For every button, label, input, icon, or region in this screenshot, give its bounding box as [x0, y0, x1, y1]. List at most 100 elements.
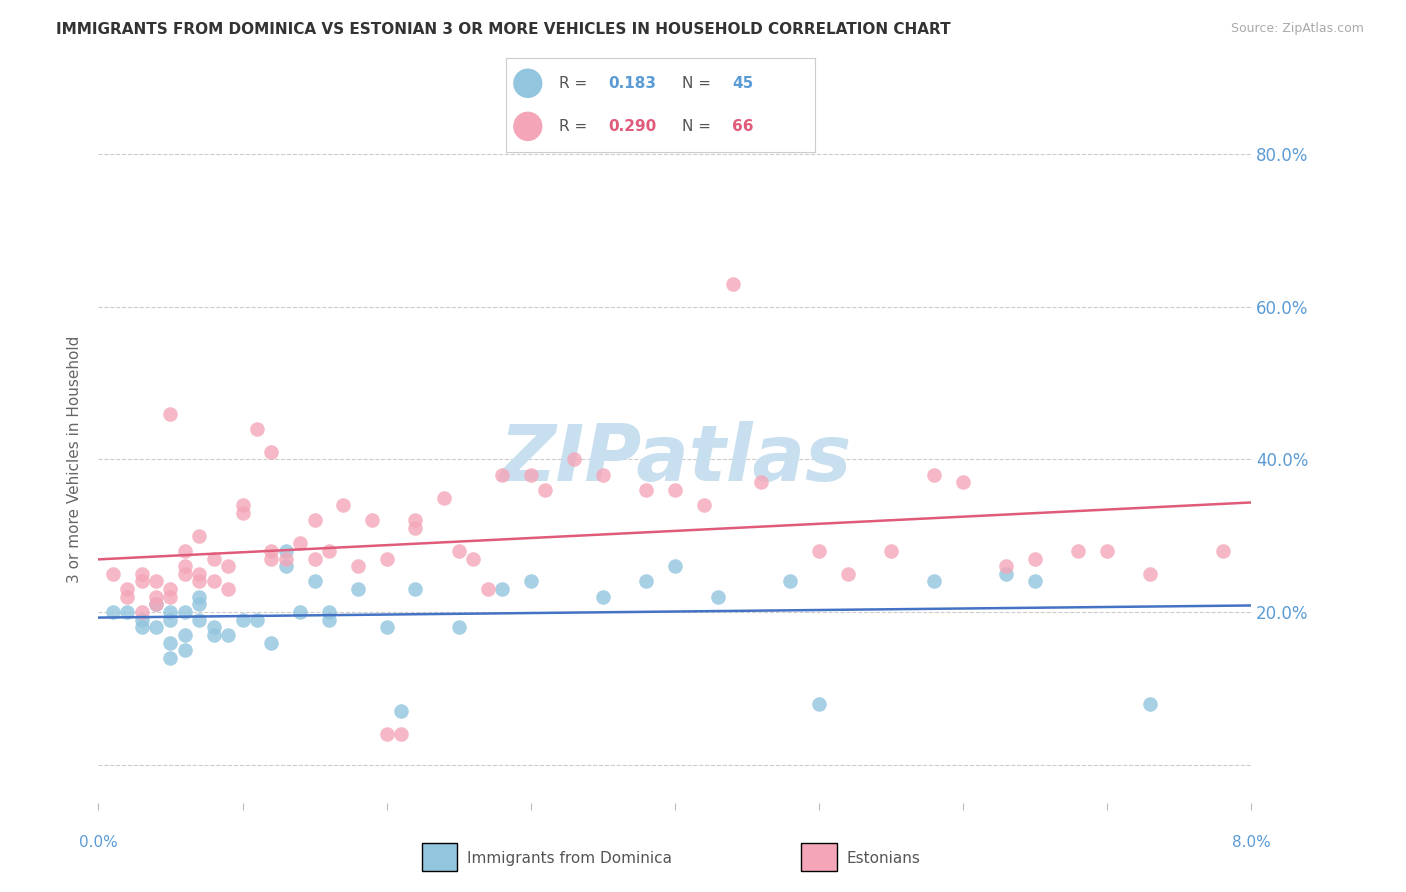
- Point: [131, 613, 153, 627]
- Point: [375, 620, 398, 634]
- Point: [1139, 566, 1161, 581]
- Text: N =: N =: [682, 76, 716, 91]
- Point: [491, 582, 513, 596]
- Point: [117, 590, 139, 604]
- Point: [159, 635, 181, 649]
- Point: [1211, 544, 1234, 558]
- Point: [318, 544, 340, 558]
- Point: [304, 513, 326, 527]
- Point: [188, 529, 211, 543]
- Point: [636, 574, 658, 589]
- Point: [231, 613, 254, 627]
- Point: [361, 513, 384, 527]
- Point: [664, 559, 686, 574]
- Point: [231, 498, 254, 512]
- Point: [260, 444, 283, 458]
- Point: [346, 559, 368, 574]
- Point: [304, 574, 326, 589]
- Point: [1024, 574, 1046, 589]
- Point: [274, 559, 297, 574]
- Point: [188, 613, 211, 627]
- Point: [246, 613, 269, 627]
- Point: [592, 467, 614, 482]
- Ellipse shape: [513, 70, 541, 97]
- Point: [145, 590, 167, 604]
- Point: [1067, 544, 1090, 558]
- Point: [751, 475, 773, 490]
- Point: [159, 407, 181, 421]
- Point: [721, 277, 744, 291]
- Point: [304, 551, 326, 566]
- Point: [188, 598, 211, 612]
- Point: [592, 590, 614, 604]
- Text: 66: 66: [733, 119, 754, 134]
- Point: [131, 620, 153, 634]
- Point: [202, 574, 225, 589]
- Point: [159, 590, 181, 604]
- Point: [779, 574, 801, 589]
- Point: [174, 605, 197, 619]
- Point: [188, 574, 211, 589]
- Text: 0.290: 0.290: [609, 119, 657, 134]
- Point: [260, 551, 283, 566]
- Point: [131, 574, 153, 589]
- Point: [405, 513, 427, 527]
- Point: [461, 551, 484, 566]
- Point: [995, 559, 1018, 574]
- Text: 8.0%: 8.0%: [1232, 836, 1271, 850]
- Point: [318, 613, 340, 627]
- Point: [995, 566, 1018, 581]
- Point: [433, 491, 456, 505]
- Point: [1139, 697, 1161, 711]
- Point: [131, 605, 153, 619]
- Point: [375, 727, 398, 741]
- Point: [202, 628, 225, 642]
- Point: [117, 605, 139, 619]
- Point: [1097, 544, 1119, 558]
- Point: [837, 566, 859, 581]
- Point: [491, 467, 513, 482]
- Point: [117, 582, 139, 596]
- Point: [231, 506, 254, 520]
- Y-axis label: 3 or more Vehicles in Household: 3 or more Vehicles in Household: [67, 335, 83, 583]
- Point: [274, 551, 297, 566]
- Text: Estonians: Estonians: [846, 851, 921, 865]
- Point: [520, 574, 543, 589]
- Point: [477, 582, 499, 596]
- Point: [924, 574, 946, 589]
- Point: [318, 605, 340, 619]
- Point: [131, 566, 153, 581]
- Text: 0.183: 0.183: [609, 76, 657, 91]
- Text: 45: 45: [733, 76, 754, 91]
- Point: [260, 544, 283, 558]
- Point: [101, 605, 124, 619]
- Point: [807, 697, 830, 711]
- Point: [159, 650, 181, 665]
- Text: ZIPatlas: ZIPatlas: [499, 421, 851, 498]
- Point: [188, 566, 211, 581]
- Point: [202, 620, 225, 634]
- Point: [159, 605, 181, 619]
- Ellipse shape: [513, 112, 541, 140]
- Point: [447, 544, 470, 558]
- Point: [880, 544, 903, 558]
- Point: [159, 613, 181, 627]
- Point: [260, 635, 283, 649]
- Text: 0.0%: 0.0%: [79, 836, 118, 850]
- Point: [636, 483, 658, 497]
- Point: [188, 590, 211, 604]
- Point: [693, 498, 716, 512]
- Point: [952, 475, 974, 490]
- Point: [274, 544, 297, 558]
- Point: [202, 551, 225, 566]
- Point: [145, 620, 167, 634]
- Point: [389, 704, 412, 718]
- Text: R =: R =: [558, 119, 592, 134]
- Point: [145, 574, 167, 589]
- Point: [145, 598, 167, 612]
- Text: IMMIGRANTS FROM DOMINICA VS ESTONIAN 3 OR MORE VEHICLES IN HOUSEHOLD CORRELATION: IMMIGRANTS FROM DOMINICA VS ESTONIAN 3 O…: [56, 22, 950, 37]
- Point: [375, 551, 398, 566]
- Point: [246, 422, 269, 436]
- Point: [174, 628, 197, 642]
- Point: [217, 559, 239, 574]
